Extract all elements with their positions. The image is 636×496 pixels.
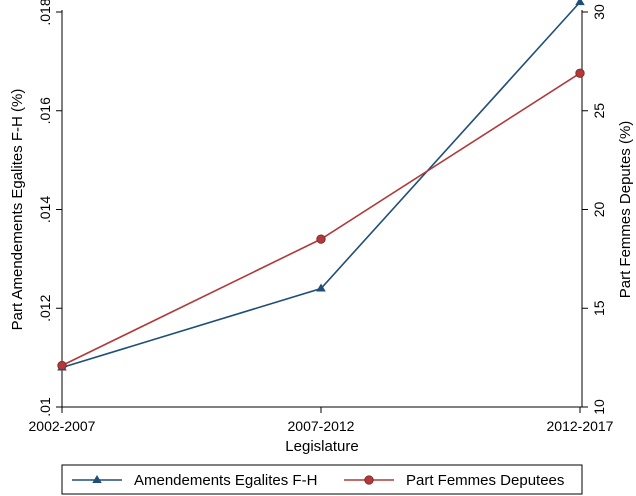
left-y-ticks: .01 .012 .014 .016 .018: [37, 0, 62, 417]
series-2: [57, 68, 585, 371]
right-y-axis-title: Part Femmes Deputes (%): [617, 121, 634, 299]
legend-items: Amendements Egalites F-H Part Femmes Depu…: [72, 472, 564, 489]
left-y-tick-label: .018: [37, 0, 53, 26]
series-marker-circle: [57, 360, 67, 371]
series-marker-circle: [364, 475, 374, 485]
right-y-tick-label: 10: [591, 399, 607, 415]
legend-item: Amendements Egalites F-H: [72, 472, 317, 489]
legend-label: Amendements Egalites F-H: [134, 472, 317, 489]
right-y-tick-label: 25: [591, 103, 607, 119]
series-marker-circle: [575, 68, 585, 78]
legend-label: Part Femmes Deputees: [406, 472, 564, 489]
left-y-tick-label: .01: [37, 397, 53, 417]
right-y-tick-label: 30: [591, 4, 607, 20]
series-marker-triangle: [92, 475, 102, 483]
legend-item: Part Femmes Deputees: [344, 472, 564, 489]
legend: Amendements Egalites F-H Part Femmes Depu…: [61, 464, 583, 495]
left-y-tick-label: .014: [37, 196, 53, 223]
legend-box: [61, 464, 583, 495]
series-marker-circle: [316, 234, 326, 244]
series-marker-triangle: [575, 0, 585, 6]
left-y-axis-title: Part Amendements Egalites F-H (%): [9, 89, 26, 331]
series-marker-triangle: [316, 283, 326, 292]
left-y-tick-label: .012: [37, 294, 53, 321]
x-ticks: 2002-2007 2007-2012 2012-2017: [29, 407, 614, 434]
right-y-tick-label: 20: [591, 202, 607, 218]
x-tick-label: 2007-2012: [288, 418, 355, 434]
left-y-tick-label: .016: [37, 97, 53, 124]
x-tick-label: 2012-2017: [547, 418, 614, 434]
x-axis-title: Legislature: [285, 438, 358, 455]
right-y-tick-label: 15: [591, 300, 607, 316]
x-tick-label: 2002-2007: [29, 418, 96, 434]
right-y-ticks: 10 15 20 25 30: [582, 4, 607, 415]
series-layer: [57, 0, 585, 371]
